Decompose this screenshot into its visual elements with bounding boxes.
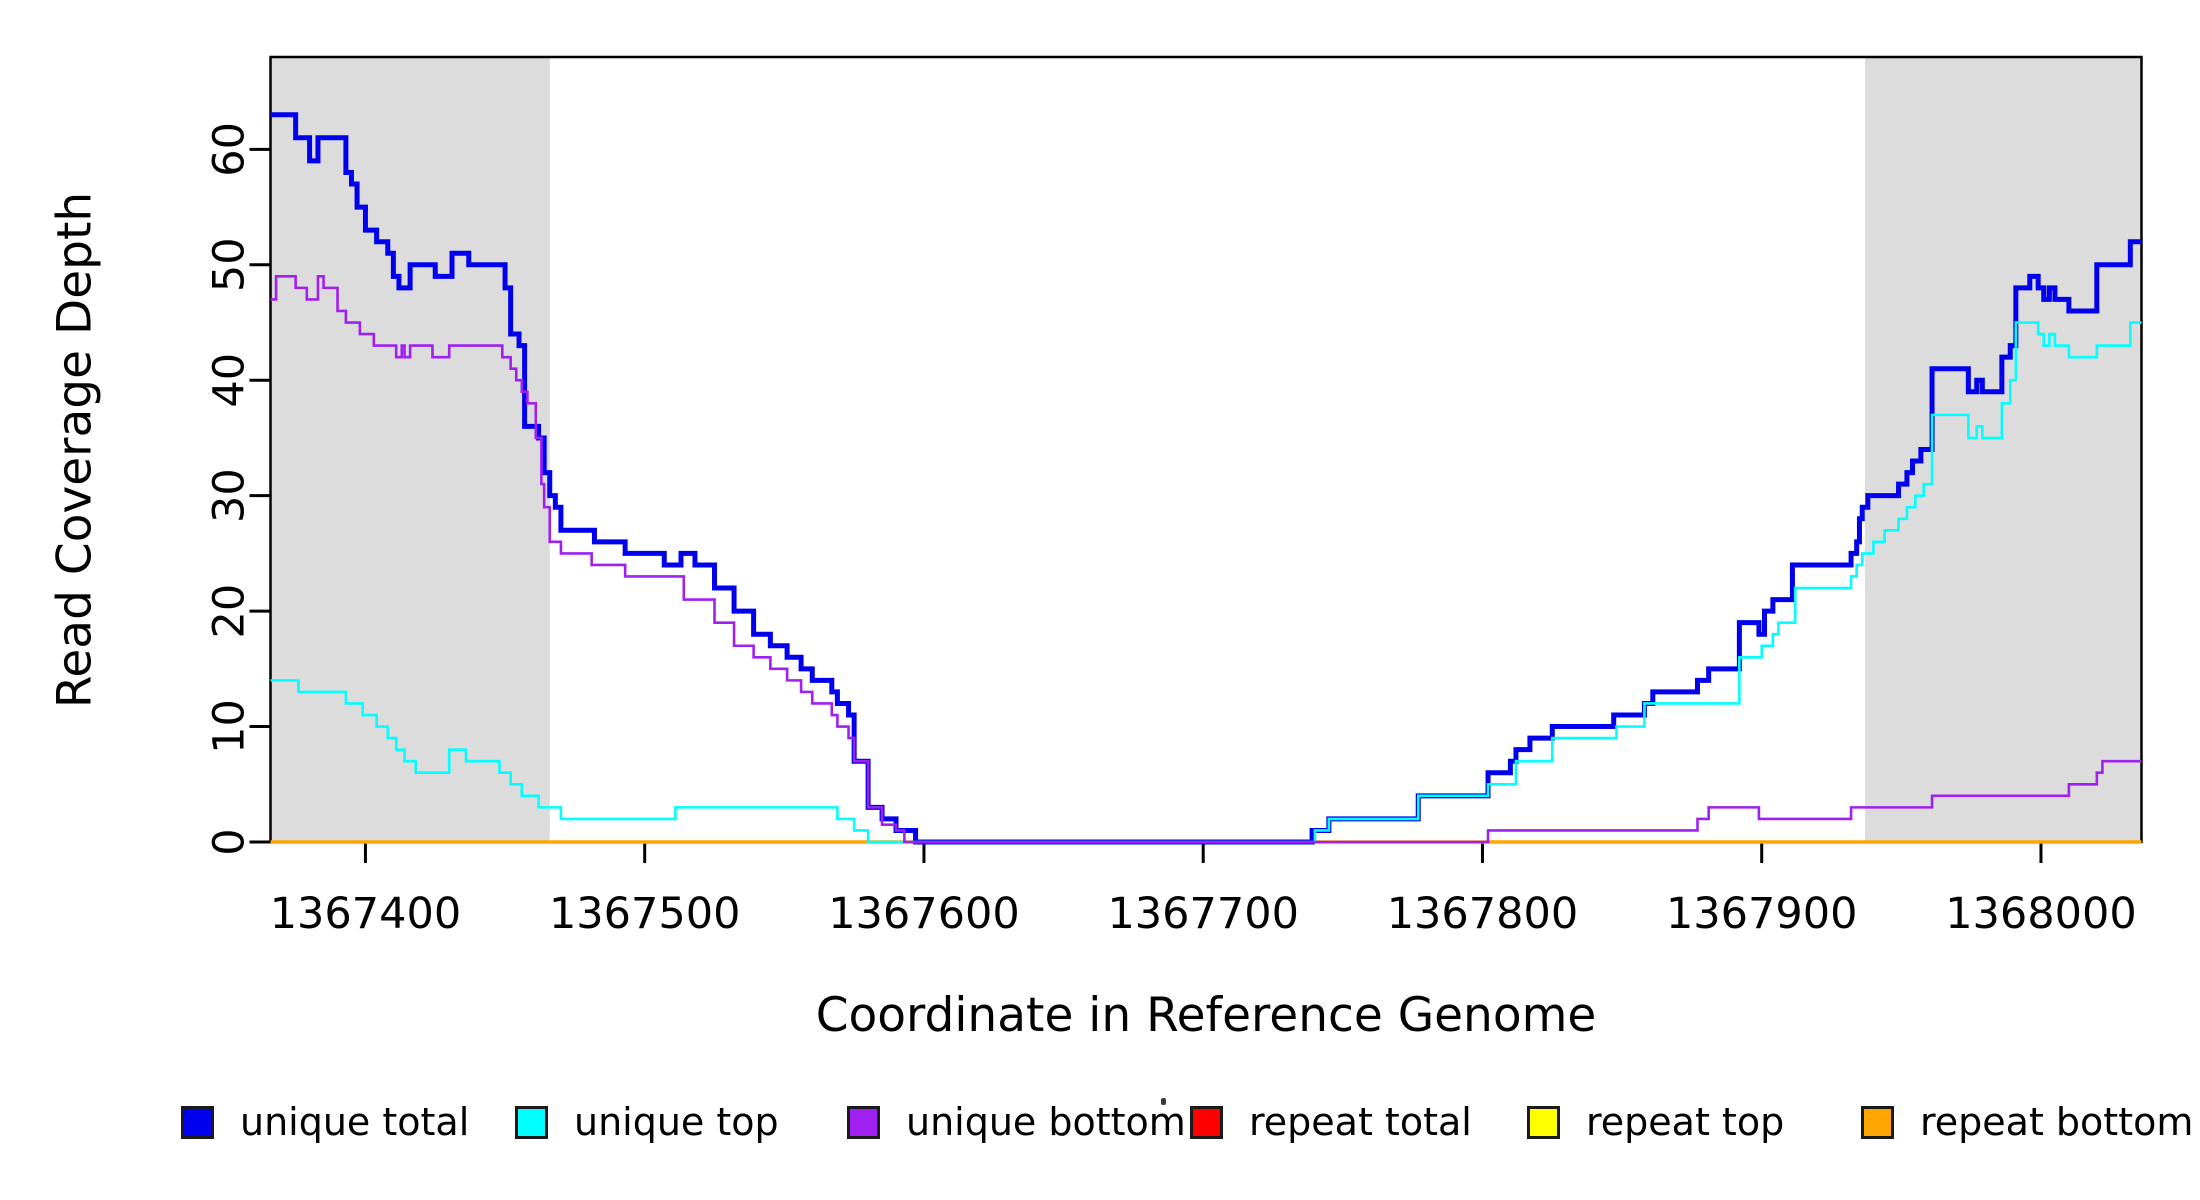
legend-label: repeat bottom [1920,1100,2194,1144]
series-line-unique-bottom [270,275,2142,844]
plot-frame [269,55,2143,844]
x-tick-label: 1368000 [1945,889,2137,939]
series-line-unique-total [270,112,2142,845]
y-axis-title: Read Coverage Depth [47,191,103,709]
legend: unique total unique top unique bottom repea… [0,0,2200,1144]
y-tick-label: 0 [205,828,255,855]
legend-item-unique-bottom: unique bottom [847,1100,1186,1144]
x-tick-label: 1367800 [1387,889,1579,939]
legend-item-repeat-top: repeat top [1527,1100,1784,1144]
y-tick-label: 20 [205,584,255,639]
y-tick-label: 50 [205,237,255,292]
x-tick-label: 1367400 [270,889,462,939]
y-tick-label: 60 [205,122,255,177]
y-tick-label: 30 [205,468,255,523]
shaded-region [270,57,550,842]
y-tick-label: 40 [205,353,255,408]
legend-item-repeat-bottom: repeat bottom [1861,1100,2193,1144]
legend-item-unique-top: unique top [515,1100,779,1144]
legend-label: repeat total [1249,1100,1472,1144]
x-tick-label: 1367500 [549,889,741,939]
shaded-region [1865,57,2142,842]
series-line-unique-top [270,321,2142,844]
legend-item-repeat-total: repeat total [1190,1100,1472,1144]
legend-swatch-repeat-total [1190,1105,1223,1139]
y-tick-label: 10 [205,699,255,754]
x-tick-label: 1367600 [828,889,1020,939]
x-tick-label: 1367900 [1666,889,1858,939]
legend-item-unique-total: unique total [181,1100,469,1144]
legend-label: unique bottom [906,1100,1186,1144]
legend-artifact-dot [1161,1098,1166,1105]
legend-label: unique total [240,1100,470,1144]
x-tick-label: 1367700 [1107,889,1299,939]
x-axis-title: Coordinate in Reference Genome [815,988,1597,1043]
legend-swatch-repeat-bottom [1861,1105,1894,1139]
legend-swatch-unique-total [181,1105,214,1139]
legend-label: unique top [574,1100,779,1144]
legend-swatch-unique-bottom [847,1105,880,1139]
legend-swatch-unique-top [515,1105,548,1139]
legend-swatch-repeat-top [1527,1105,1560,1139]
legend-label: repeat top [1586,1100,1785,1144]
